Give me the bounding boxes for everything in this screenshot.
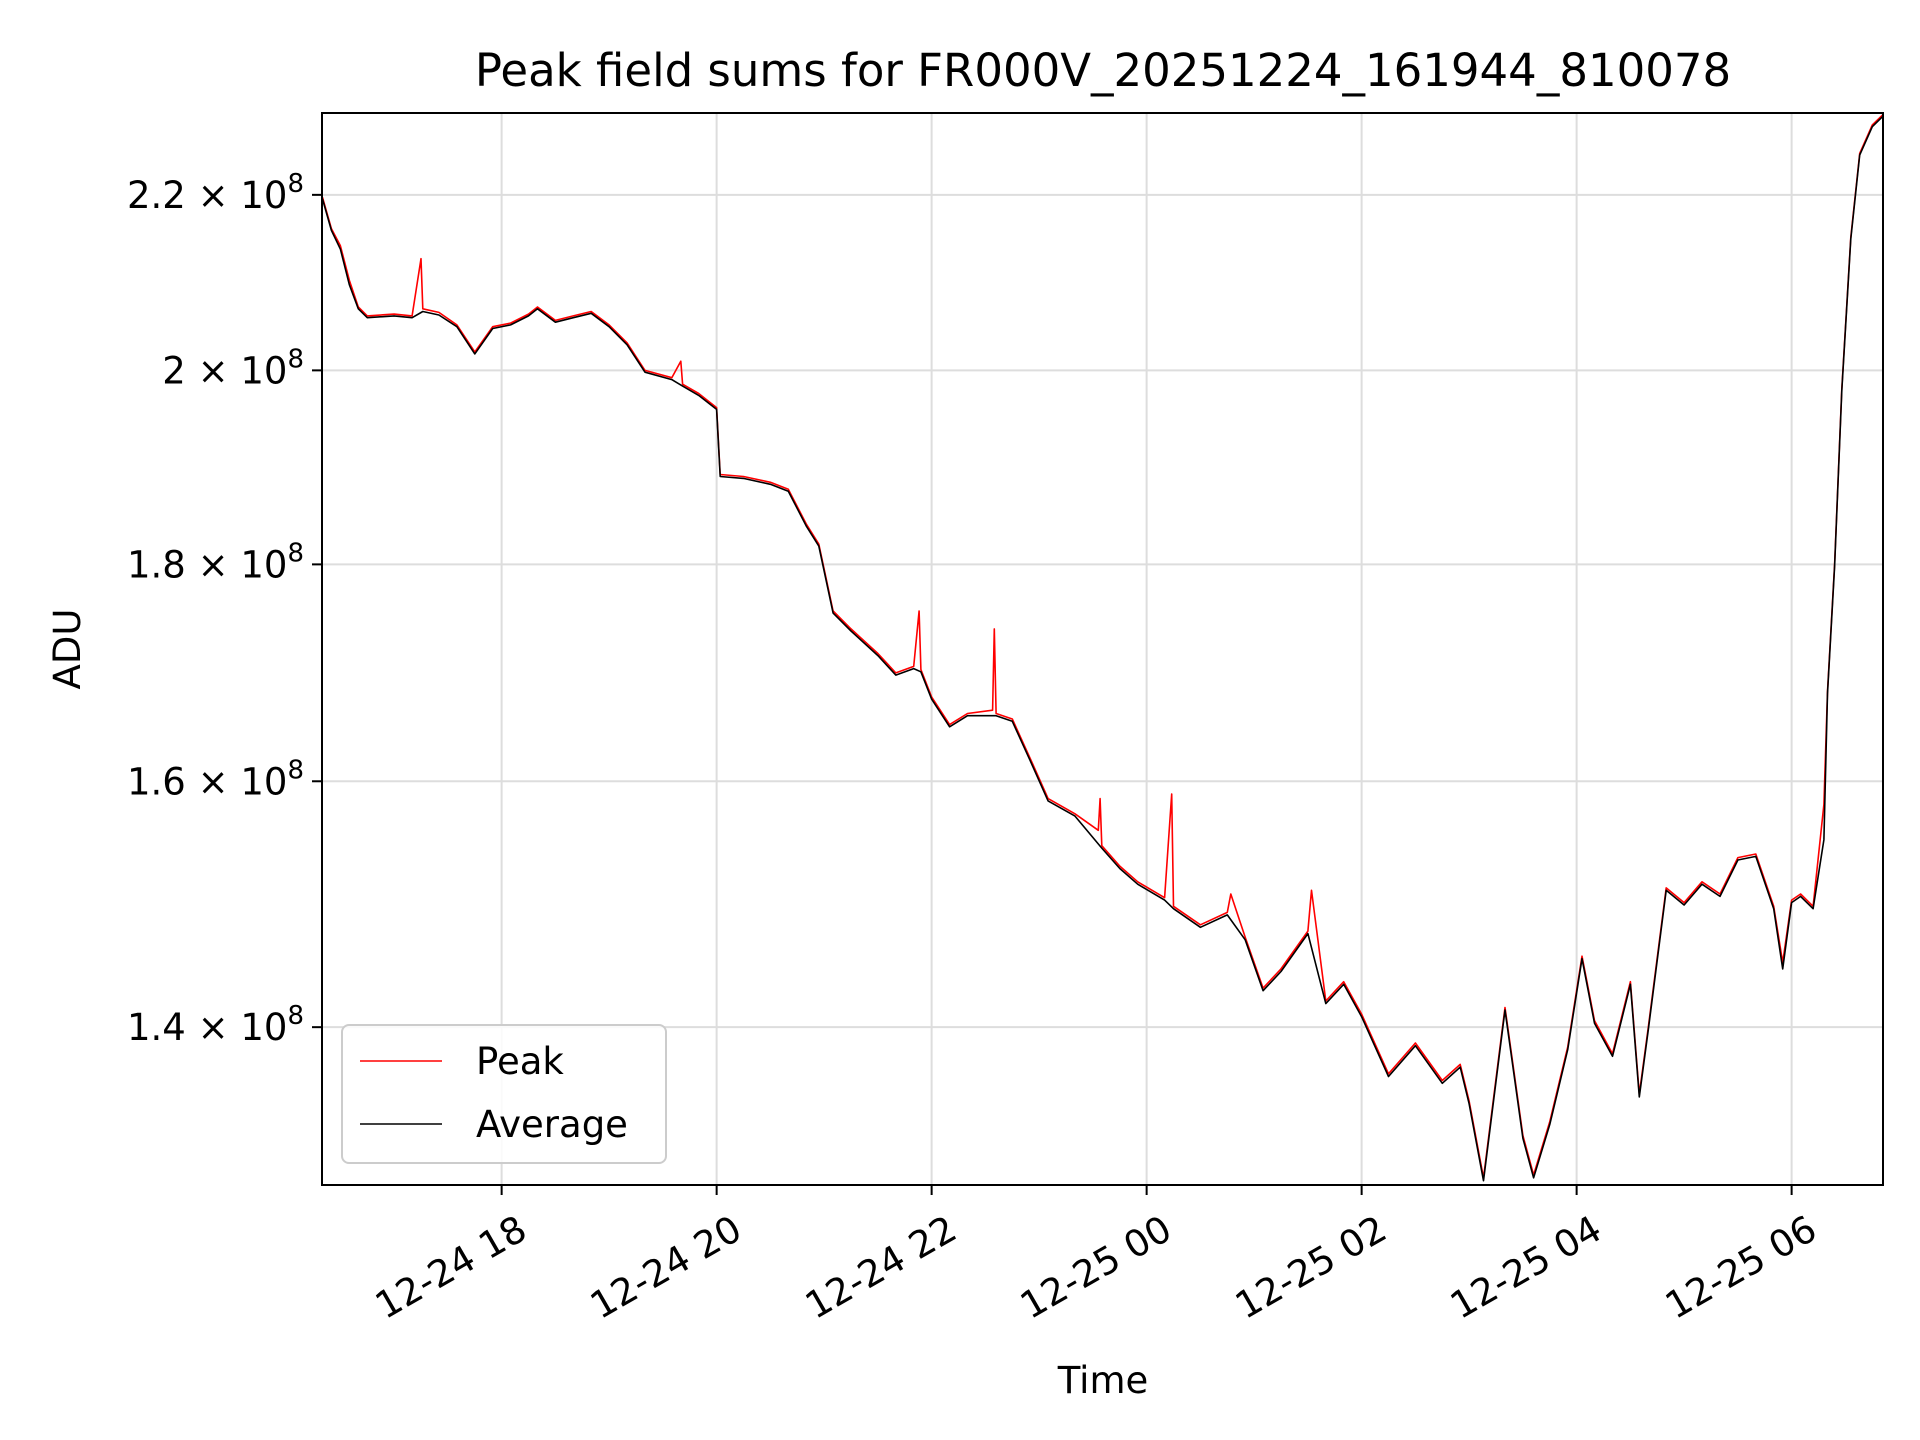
plot-area [322, 113, 1883, 1185]
legend-label-average: Average [476, 1103, 628, 1146]
y-tick-label: 2 × 108 [162, 344, 304, 392]
series-layer [321, 114, 1884, 1182]
y-axis: 1.4 × 108 1.6 × 108 1.8 × 108 2 × 108 2.2 × … [127, 169, 322, 1049]
y-tick-label: 2.2 × 108 [127, 169, 304, 217]
series-line-peak [321, 114, 1884, 1179]
legend-label-peak: Peak [476, 1040, 564, 1083]
y-tick-label: 1.8 × 108 [127, 538, 304, 586]
legend: Peak Average [341, 1024, 667, 1164]
y-tick-label: 1.6 × 108 [127, 755, 304, 803]
series-line-average [321, 115, 1884, 1182]
legend-box [341, 1024, 667, 1164]
y-tick-label: 1.4 × 108 [127, 1001, 304, 1049]
chart-title: Peak field sums for FR000V_20251224_1619… [475, 44, 1731, 97]
x-axis-label: Time [1057, 1359, 1149, 1402]
plot-frame [321, 112, 1884, 1186]
y-axis-label: ADU [46, 609, 89, 690]
